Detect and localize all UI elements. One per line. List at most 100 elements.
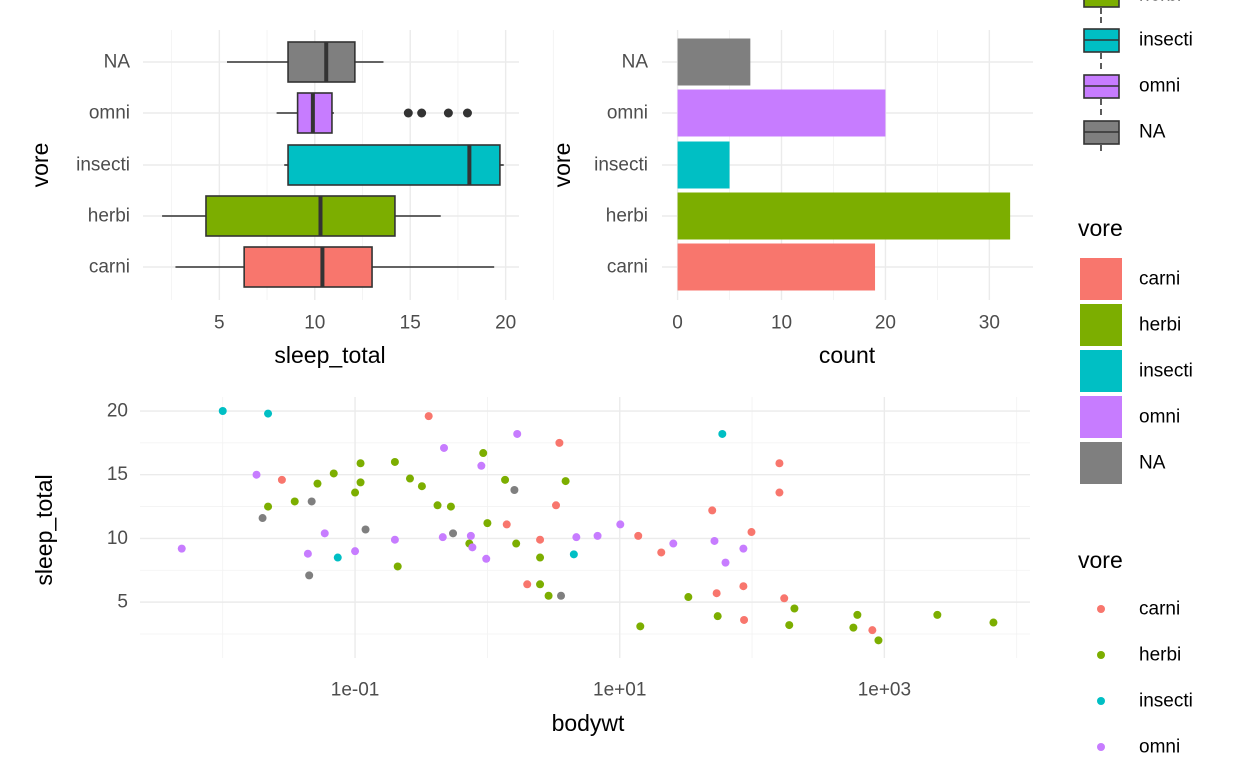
box-insecti — [287, 144, 501, 186]
legend-key-point-carni — [1097, 605, 1105, 613]
legend-label: omni — [1139, 737, 1180, 758]
legend-key-fill-insecti — [1080, 350, 1122, 392]
point-omni — [303, 549, 312, 558]
x-tick-label: 1e+01 — [593, 680, 646, 701]
point-NA — [361, 525, 370, 534]
outlier-point — [417, 108, 427, 118]
point-NA — [449, 529, 458, 538]
x-axis-title: sleep_total — [274, 342, 385, 368]
y-axis-title: vore — [549, 143, 575, 188]
y-axis-title: vore — [27, 143, 53, 188]
point-herbi — [446, 502, 455, 511]
point-omni — [466, 531, 475, 540]
point-omni — [616, 520, 625, 529]
point-insecti — [218, 407, 227, 416]
point-carni — [657, 548, 666, 557]
box-carni — [243, 246, 373, 288]
point-omni — [593, 531, 602, 540]
point-herbi — [393, 562, 402, 571]
y-axis-title: sleep_total — [31, 474, 57, 585]
legend-key-fill-herbi — [1080, 304, 1122, 346]
point-herbi — [713, 612, 722, 621]
point-omni — [721, 558, 730, 567]
x-tick-label: 20 — [875, 313, 896, 334]
outlier-point — [443, 108, 453, 118]
x-axis-title: count — [819, 342, 876, 368]
legend-key-fill-omni — [1080, 396, 1122, 438]
legend-title: vore — [1078, 215, 1123, 241]
y-tick-label: NA — [622, 52, 649, 73]
bar-NA — [677, 38, 751, 86]
point-herbi — [512, 539, 521, 548]
point-herbi — [405, 474, 414, 483]
point-herbi — [290, 497, 299, 506]
point-herbi — [433, 501, 442, 510]
legend-label: omni — [1139, 407, 1180, 428]
legend-key-point-herbi — [1097, 651, 1105, 659]
point-insecti — [569, 550, 578, 559]
y-tick-label: herbi — [88, 206, 130, 227]
legend-key-fill-carni — [1080, 258, 1122, 300]
point-herbi — [536, 580, 545, 589]
point-carni — [424, 412, 433, 421]
legend-label: carni — [1139, 269, 1180, 290]
point-herbi — [501, 475, 510, 484]
point-carni — [712, 589, 721, 598]
outlier-point — [462, 108, 472, 118]
point-carni — [277, 475, 286, 484]
legend-key-fill-NA — [1080, 442, 1122, 484]
x-tick-label: 0 — [672, 313, 683, 334]
outlier-point — [403, 108, 413, 118]
point-herbi — [351, 488, 360, 497]
y-tick-label: carni — [607, 257, 648, 278]
point-herbi — [785, 621, 794, 630]
legend-label: insecti — [1139, 361, 1193, 382]
legend-title: vore — [1078, 547, 1123, 573]
y-tick-label: 5 — [117, 592, 128, 613]
point-herbi — [874, 636, 883, 645]
point-omni — [177, 544, 186, 553]
y-tick-label: insecti — [594, 155, 648, 176]
point-carni — [555, 438, 564, 447]
bar-herbi — [677, 192, 1011, 240]
x-tick-label: 1e-01 — [331, 680, 380, 701]
point-herbi — [483, 519, 492, 528]
y-tick-label: NA — [104, 52, 131, 73]
point-herbi — [479, 449, 488, 458]
point-herbi — [313, 479, 322, 488]
box-NA — [287, 41, 356, 83]
point-herbi — [790, 604, 799, 613]
point-omni — [351, 547, 360, 556]
point-omni — [669, 539, 678, 548]
point-carni — [775, 459, 784, 468]
y-tick-label: 15 — [107, 464, 128, 485]
point-NA — [557, 591, 566, 600]
point-carni — [708, 506, 717, 515]
legend-key-box-herbi — [1083, 0, 1120, 8]
point-NA — [258, 514, 267, 523]
legend-label: carni — [1139, 599, 1180, 620]
point-omni — [320, 529, 329, 538]
legend-label: insecti — [1139, 691, 1193, 712]
point-herbi — [684, 593, 693, 602]
x-tick-label: 15 — [400, 313, 421, 334]
point-carni — [868, 626, 877, 635]
point-herbi — [561, 477, 570, 486]
point-carni — [740, 615, 749, 624]
point-omni — [440, 443, 449, 452]
point-NA — [510, 486, 519, 495]
x-axis-title: bodywt — [552, 710, 625, 736]
point-herbi — [417, 482, 426, 491]
point-carni — [780, 594, 789, 603]
point-carni — [552, 501, 561, 510]
legend-key-point-omni — [1097, 743, 1105, 751]
point-carni — [536, 535, 545, 544]
point-omni — [572, 533, 581, 542]
bar-insecti — [677, 141, 730, 189]
x-tick-label: 10 — [304, 313, 325, 334]
x-tick-label: 20 — [495, 313, 516, 334]
legend-label: NA — [1139, 122, 1166, 143]
legend-label: herbi — [1139, 315, 1181, 336]
point-omni — [710, 536, 719, 545]
